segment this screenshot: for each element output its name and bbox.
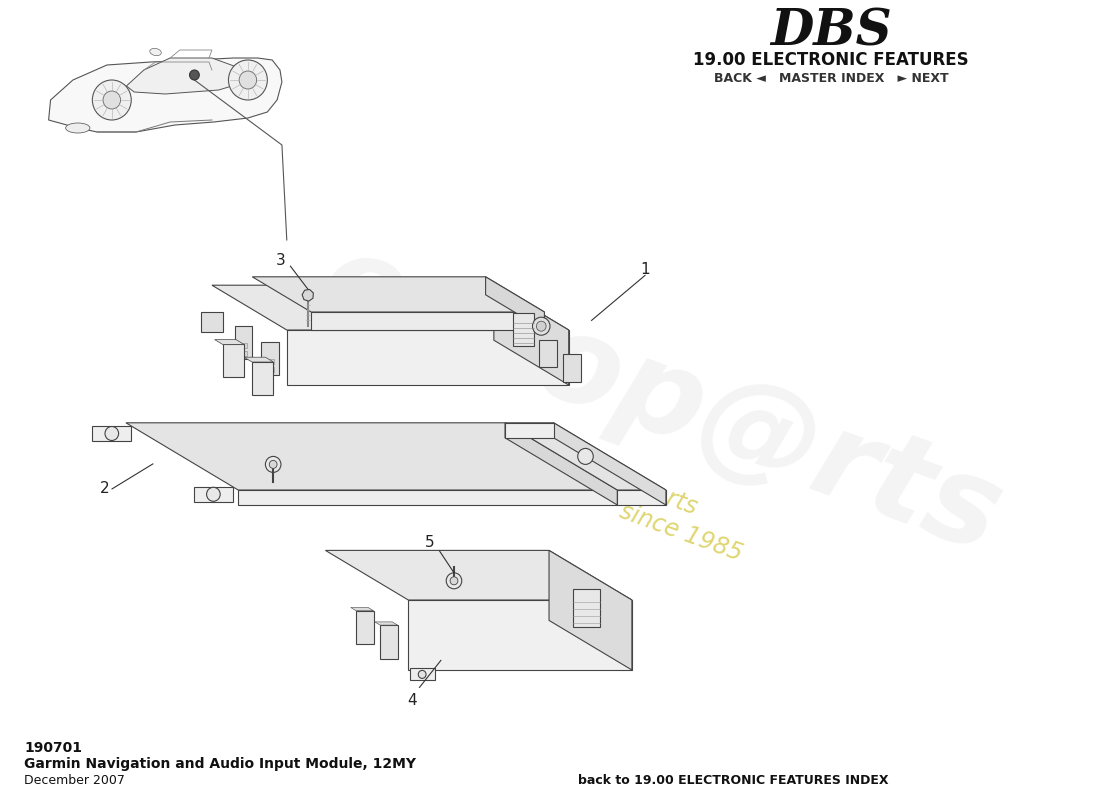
Text: Garmin Navigation and Audio Input Module, 12MY: Garmin Navigation and Audio Input Module… xyxy=(24,757,416,771)
Text: 4: 4 xyxy=(407,693,417,708)
Circle shape xyxy=(103,91,121,109)
Polygon shape xyxy=(505,422,617,505)
Polygon shape xyxy=(549,550,631,670)
Circle shape xyxy=(447,573,462,589)
Polygon shape xyxy=(505,422,553,438)
Polygon shape xyxy=(494,286,569,385)
Circle shape xyxy=(265,456,280,472)
Polygon shape xyxy=(236,351,248,356)
Polygon shape xyxy=(553,422,665,505)
Polygon shape xyxy=(125,422,617,490)
Ellipse shape xyxy=(66,123,90,133)
Polygon shape xyxy=(244,357,274,362)
Polygon shape xyxy=(92,426,131,441)
Text: 19.00 ELECTRONIC FEATURES: 19.00 ELECTRONIC FEATURES xyxy=(693,51,969,69)
Polygon shape xyxy=(262,342,278,375)
Polygon shape xyxy=(573,590,601,627)
Circle shape xyxy=(532,317,550,335)
Polygon shape xyxy=(485,277,544,330)
Polygon shape xyxy=(194,486,233,502)
Polygon shape xyxy=(252,362,274,395)
Circle shape xyxy=(239,71,256,89)
Polygon shape xyxy=(126,58,245,94)
Circle shape xyxy=(92,80,131,120)
Circle shape xyxy=(450,577,458,585)
Circle shape xyxy=(418,670,426,678)
Polygon shape xyxy=(236,343,248,348)
Polygon shape xyxy=(239,490,617,505)
Polygon shape xyxy=(513,313,534,346)
Polygon shape xyxy=(214,339,244,344)
Polygon shape xyxy=(375,622,397,625)
Polygon shape xyxy=(563,354,581,382)
Polygon shape xyxy=(252,277,544,312)
Polygon shape xyxy=(311,312,544,330)
Polygon shape xyxy=(263,359,274,364)
Text: GARMIN: GARMIN xyxy=(361,294,400,305)
Polygon shape xyxy=(410,669,435,680)
Polygon shape xyxy=(381,625,397,658)
Polygon shape xyxy=(302,290,313,301)
Polygon shape xyxy=(617,490,666,505)
Circle shape xyxy=(207,487,220,502)
Polygon shape xyxy=(539,340,557,367)
Polygon shape xyxy=(201,312,222,331)
Ellipse shape xyxy=(150,48,162,56)
Circle shape xyxy=(229,60,267,100)
Text: a passion for parts: a passion for parts xyxy=(485,421,701,519)
Polygon shape xyxy=(287,330,569,385)
Circle shape xyxy=(189,70,199,80)
Text: europ@rts: europ@rts xyxy=(305,222,1018,578)
Text: 190701: 190701 xyxy=(24,741,82,755)
Text: December 2007: December 2007 xyxy=(24,774,125,786)
Polygon shape xyxy=(356,610,374,644)
Text: DBS: DBS xyxy=(770,7,892,57)
Polygon shape xyxy=(326,550,631,600)
Circle shape xyxy=(537,321,546,331)
Circle shape xyxy=(578,448,593,464)
Circle shape xyxy=(270,460,277,468)
Circle shape xyxy=(104,426,119,441)
Text: 5: 5 xyxy=(425,535,435,550)
Polygon shape xyxy=(222,344,244,378)
Text: since 1985: since 1985 xyxy=(616,498,745,566)
Polygon shape xyxy=(263,367,274,372)
Polygon shape xyxy=(408,600,631,670)
Polygon shape xyxy=(505,422,666,490)
Text: 1: 1 xyxy=(640,262,650,277)
Text: 2: 2 xyxy=(99,482,109,496)
Text: back to 19.00 ELECTRONIC FEATURES INDEX: back to 19.00 ELECTRONIC FEATURES INDEX xyxy=(579,774,889,786)
Polygon shape xyxy=(351,607,374,610)
Polygon shape xyxy=(212,286,569,330)
Polygon shape xyxy=(234,326,252,359)
Text: BACK ◄   MASTER INDEX   ► NEXT: BACK ◄ MASTER INDEX ► NEXT xyxy=(714,71,948,85)
Polygon shape xyxy=(48,58,282,132)
Text: 3: 3 xyxy=(276,253,286,268)
